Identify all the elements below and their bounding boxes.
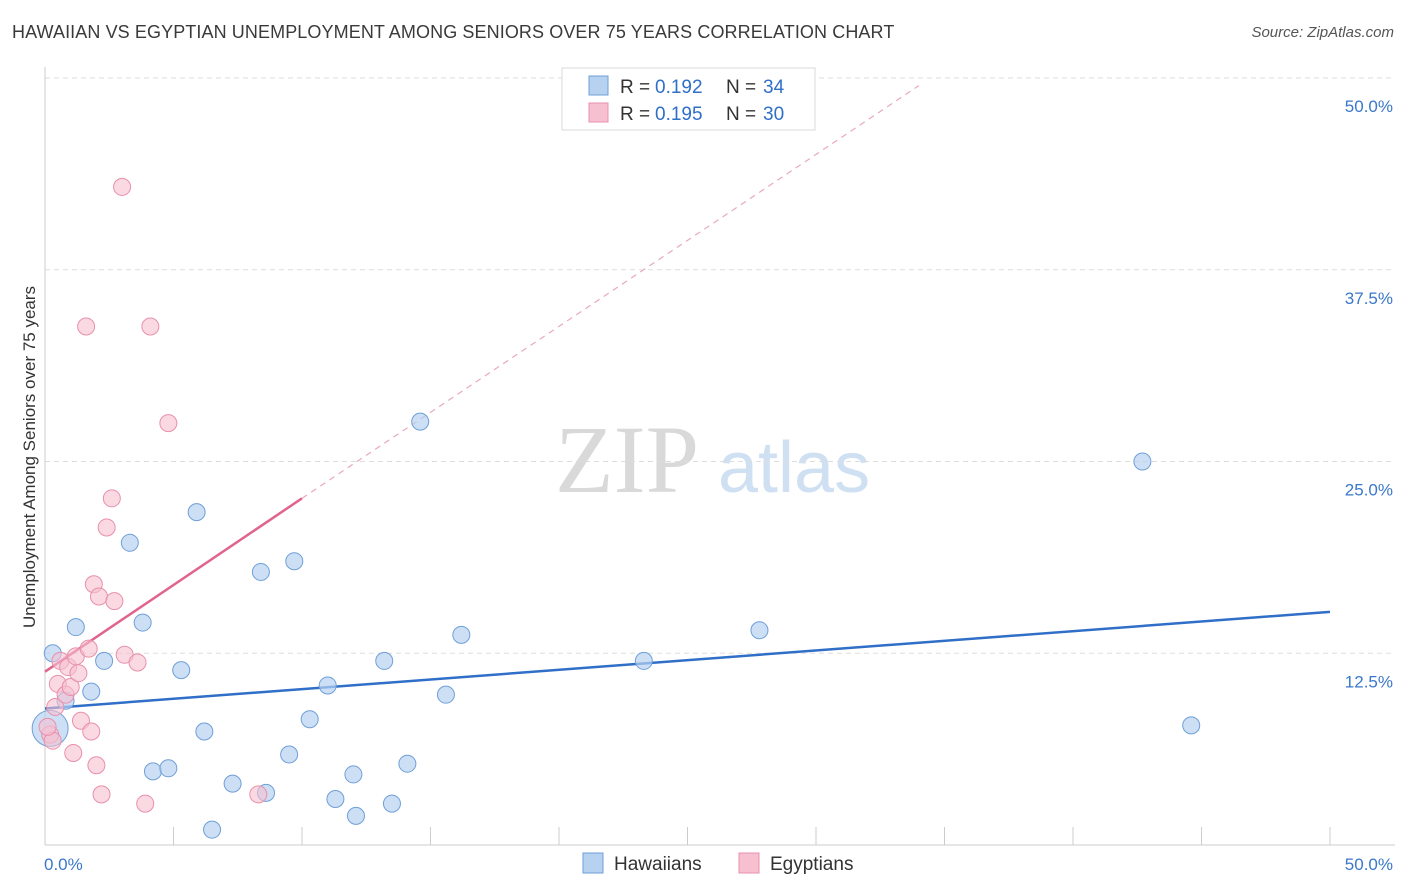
hawaiians-point xyxy=(300,710,319,729)
hawaiians-point xyxy=(172,661,191,680)
legend-n-value-2: 30 xyxy=(763,104,784,125)
bottom-legend-egyptians: Egyptians xyxy=(770,854,853,875)
hawaiians-point xyxy=(1133,452,1152,471)
bottom-legend-hawaiians: Hawaiians xyxy=(614,854,702,875)
hawaiians-point xyxy=(95,651,114,670)
egyptians-point xyxy=(159,414,178,433)
egyptians-point xyxy=(77,317,96,336)
hawaiians-point xyxy=(398,754,417,773)
x-tick-label-min: 0.0% xyxy=(44,855,83,874)
hawaiians-point xyxy=(251,562,270,581)
y-axis-label: Unemployment Among Seniors over 75 years xyxy=(20,286,39,628)
chart-title: HAWAIIAN VS EGYPTIAN UNEMPLOYMENT AMONG … xyxy=(12,22,895,42)
svg-text:R =: R = xyxy=(620,104,650,125)
hawaiians-point xyxy=(82,682,101,701)
hawaiians-point xyxy=(634,651,653,670)
watermark-atlas: atlas xyxy=(718,428,870,508)
legend-n-label-1: N = xyxy=(726,77,756,98)
grid-lines xyxy=(45,77,1395,654)
hawaiians-point xyxy=(159,759,178,778)
egyptians-point xyxy=(69,664,88,683)
hawaiians-point xyxy=(223,774,242,793)
hawaiians-point xyxy=(452,625,471,644)
hawaiians-point xyxy=(436,685,455,704)
svg-text:R =: R = xyxy=(620,77,650,98)
legend-swatch-hawaiians xyxy=(588,75,609,96)
trend-line-egyptians-extension xyxy=(301,85,920,499)
trend-lines xyxy=(44,85,1331,710)
egyptians-point xyxy=(46,697,65,716)
egyptians-point xyxy=(82,722,101,741)
egyptians-point xyxy=(61,677,80,696)
egyptians-point xyxy=(128,653,147,672)
legend-swatch-egyptians xyxy=(588,102,609,123)
hawaiians-point xyxy=(344,765,363,784)
egyptians-point xyxy=(89,587,108,606)
hawaiians-point xyxy=(1182,716,1201,735)
egyptians-point xyxy=(38,717,57,736)
egyptians-point xyxy=(105,592,124,611)
trend-line-hawaiians xyxy=(44,610,1331,710)
egyptians-point xyxy=(113,177,132,196)
egyptians-point xyxy=(141,317,160,336)
egyptians-point xyxy=(249,785,268,804)
y-tick-label: 25.0% xyxy=(1345,481,1393,500)
legend-r-label-2: R = xyxy=(620,104,650,125)
egyptians-point xyxy=(136,794,155,813)
legend-r-value-1: 0.192 xyxy=(655,77,703,98)
hawaiians-point xyxy=(195,722,214,741)
bottom-legend-swatch-hawaiians xyxy=(582,852,604,874)
hawaiians-point xyxy=(318,676,337,695)
egyptians-point xyxy=(87,756,106,775)
hawaiians-point xyxy=(187,503,206,522)
egyptians-point xyxy=(79,639,98,658)
source-label: Source: ZipAtlas.com xyxy=(1251,24,1394,41)
y-tick-labels: 12.5% 25.0% 37.5% 50.0% xyxy=(1345,97,1393,691)
hawaiians-point xyxy=(120,533,139,552)
legend-n-value-1: 34 xyxy=(763,77,785,98)
series-legend: Hawaiians Egyptians xyxy=(582,852,853,875)
y-tick-label: 37.5% xyxy=(1345,289,1393,308)
hawaiians-point xyxy=(143,762,162,781)
hawaiians-point xyxy=(375,651,394,670)
egyptians-point xyxy=(102,489,121,508)
hawaiians-point xyxy=(750,621,769,640)
correlation-legend: R = 0.192 N = 34 R = 0.195 N = 30 xyxy=(561,67,816,131)
hawaiians-point xyxy=(346,806,365,825)
watermark-zip: ZIP xyxy=(555,406,699,513)
x-tick-labels: 0.0% 50.0% xyxy=(44,855,1393,874)
hawaiians-point xyxy=(382,794,401,813)
x-tick-label-max: 50.0% xyxy=(1345,855,1393,874)
legend-r-label-1: R = xyxy=(620,77,650,98)
egyptians-point xyxy=(64,743,83,762)
y-tick-label: 12.5% xyxy=(1345,672,1393,691)
watermark: ZIP atlas xyxy=(555,406,870,513)
legend-n-label-2: N = xyxy=(726,104,756,125)
hawaiians-point xyxy=(133,613,152,632)
hawaiians-point xyxy=(66,618,85,637)
y-tick-label: 50.0% xyxy=(1345,97,1393,116)
egyptians-point xyxy=(92,785,111,804)
hawaiians-point xyxy=(326,789,345,808)
egyptians-points xyxy=(38,177,268,813)
hawaiians-point xyxy=(280,745,299,764)
egyptians-point xyxy=(97,518,116,537)
bottom-legend-swatch-egyptians xyxy=(738,852,760,874)
hawaiians-point xyxy=(203,820,222,839)
hawaiians-point xyxy=(411,412,430,431)
hawaiians-point xyxy=(285,552,304,571)
legend-r-value-2: 0.195 xyxy=(655,104,703,125)
